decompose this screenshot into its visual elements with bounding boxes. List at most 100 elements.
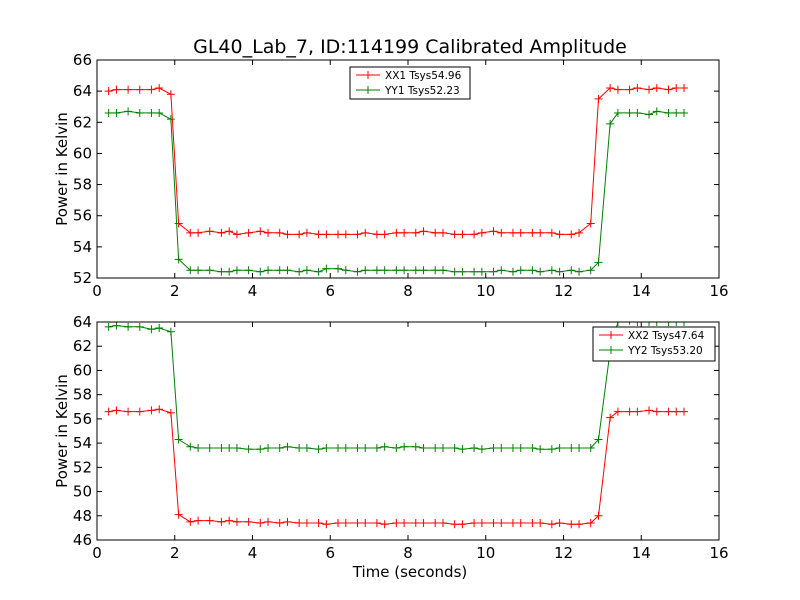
x-tick-label: 8 bbox=[403, 282, 413, 300]
subplot-1: 0 2 4 6 8 10 12 14 16 52 54 56 58 60 62 64 66 Power in Ke… bbox=[53, 51, 729, 300]
data-point bbox=[411, 266, 420, 275]
data-point bbox=[380, 230, 389, 239]
data-point bbox=[186, 266, 195, 275]
data-point bbox=[283, 230, 292, 239]
data-point bbox=[392, 228, 401, 237]
series-1-1 bbox=[104, 84, 689, 239]
series-line bbox=[108, 408, 684, 525]
data-point bbox=[361, 443, 370, 452]
data-point bbox=[575, 520, 584, 529]
data-point bbox=[528, 519, 537, 528]
data-point bbox=[295, 519, 304, 528]
data-point bbox=[672, 84, 681, 93]
data-point bbox=[470, 267, 479, 276]
data-point bbox=[594, 511, 603, 520]
data-point bbox=[645, 406, 654, 415]
series-1-2 bbox=[104, 107, 689, 276]
data-point bbox=[625, 85, 634, 94]
data-point bbox=[458, 267, 467, 276]
x-tick-label: 2 bbox=[170, 544, 180, 562]
data-point bbox=[264, 517, 273, 526]
data-point bbox=[516, 228, 525, 237]
data-point bbox=[353, 267, 362, 276]
legend-box bbox=[349, 66, 471, 100]
data-point bbox=[536, 228, 545, 237]
data-point bbox=[567, 230, 576, 239]
y-tick-label: 62 bbox=[73, 113, 92, 131]
data-point bbox=[361, 519, 370, 528]
data-point bbox=[194, 443, 203, 452]
data-point bbox=[232, 517, 241, 526]
y-tick-label: 52 bbox=[73, 458, 92, 476]
data-point bbox=[613, 108, 622, 117]
data-point bbox=[586, 443, 595, 452]
data-point bbox=[334, 264, 343, 273]
data-point bbox=[411, 442, 420, 451]
data-point bbox=[419, 266, 428, 275]
data-point bbox=[314, 445, 323, 454]
data-point bbox=[497, 266, 506, 275]
data-point bbox=[314, 519, 323, 528]
data-point bbox=[174, 510, 183, 519]
data-point bbox=[392, 266, 401, 275]
x-tick-label: 6 bbox=[325, 282, 335, 300]
data-point bbox=[438, 443, 447, 452]
data-point bbox=[295, 230, 304, 239]
data-point bbox=[645, 322, 654, 326]
data-point bbox=[400, 228, 409, 237]
series-line bbox=[108, 110, 684, 273]
data-point bbox=[205, 227, 214, 236]
data-point bbox=[629, 322, 631, 325]
data-point bbox=[361, 228, 370, 237]
data-point bbox=[489, 443, 498, 452]
data-point bbox=[470, 230, 479, 239]
data-point bbox=[516, 519, 525, 528]
y-tick-label: 60 bbox=[73, 144, 92, 162]
data-point bbox=[334, 230, 343, 239]
data-point bbox=[341, 443, 350, 452]
y-tick-label: 64 bbox=[73, 82, 92, 100]
data-point bbox=[380, 266, 389, 275]
data-point bbox=[232, 230, 241, 239]
x-tick-label: 8 bbox=[403, 544, 413, 562]
data-point bbox=[508, 267, 517, 276]
data-point bbox=[232, 266, 241, 275]
data-point bbox=[645, 85, 654, 94]
data-point bbox=[275, 228, 284, 237]
data-point bbox=[652, 107, 661, 116]
y-tick-label: 62 bbox=[73, 337, 92, 355]
x-tick-label: 14 bbox=[632, 282, 651, 300]
data-point bbox=[283, 442, 292, 451]
data-point bbox=[633, 322, 642, 326]
y-tick-label: 54 bbox=[73, 238, 92, 256]
data-point bbox=[431, 228, 440, 237]
data-point bbox=[124, 107, 133, 116]
data-point bbox=[528, 443, 537, 452]
data-point bbox=[166, 408, 175, 417]
legend: XX2 Tsys47.64 YY2 Tsys53.20 bbox=[592, 326, 716, 362]
y-axis-label: Power in Kelvin bbox=[53, 112, 71, 226]
data-point bbox=[380, 442, 389, 451]
data-point bbox=[283, 517, 292, 526]
data-point bbox=[186, 517, 195, 526]
data-point bbox=[477, 228, 486, 237]
data-point bbox=[547, 520, 556, 529]
data-point bbox=[205, 443, 214, 452]
data-point bbox=[555, 230, 564, 239]
data-point bbox=[225, 443, 234, 452]
data-point bbox=[536, 267, 545, 276]
data-point bbox=[458, 230, 467, 239]
data-point bbox=[664, 407, 673, 416]
data-point bbox=[606, 84, 615, 93]
data-point bbox=[256, 519, 265, 528]
data-point bbox=[555, 443, 564, 452]
data-point bbox=[594, 94, 603, 103]
data-point bbox=[664, 85, 673, 94]
data-point bbox=[575, 267, 584, 276]
data-point bbox=[264, 228, 273, 237]
data-point bbox=[135, 108, 144, 117]
data-point bbox=[166, 90, 175, 99]
data-point bbox=[400, 442, 409, 451]
data-point bbox=[217, 443, 226, 452]
